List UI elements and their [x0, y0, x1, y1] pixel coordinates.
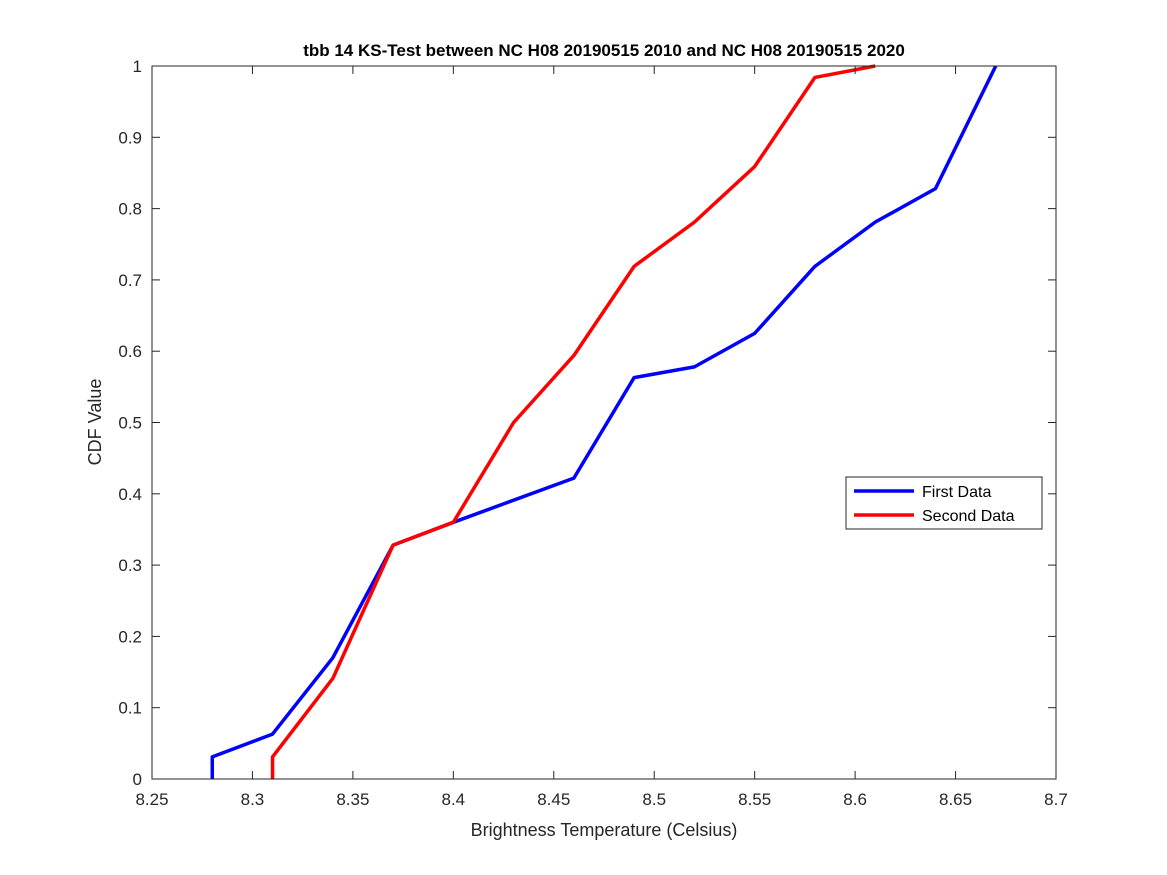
y-tick-label: 0.1	[118, 699, 142, 718]
y-axis-label: CDF Value	[85, 379, 105, 466]
x-tick-label: 8.5	[642, 790, 666, 809]
series-line-first-data	[210, 65, 998, 779]
x-tick-label: 8.7	[1044, 790, 1068, 809]
series-layer	[210, 64, 998, 779]
x-tick-label: 8.55	[738, 790, 771, 809]
legend-box	[845, 476, 1043, 530]
legend: First Data Second Data	[845, 476, 1043, 530]
y-tick-label: 0.8	[118, 200, 142, 219]
x-axis-label: Brightness Temperature (Celsius)	[471, 820, 738, 840]
y-tick-label: 0.6	[118, 342, 142, 361]
x-tick-label: 8.6	[843, 790, 867, 809]
x-tick-label: 8.65	[939, 790, 972, 809]
ticks-layer: 8.25 8.3 8.35 8.4 8.45 8.5 8.55 8.6 8.65 8.7 0 0.1 0…	[118, 57, 1067, 809]
y-tick-label: 0.9	[118, 128, 142, 147]
x-tick-label: 8.45	[537, 790, 570, 809]
y-tick-label: 0.3	[118, 556, 142, 575]
chart-title: tbb 14 KS-Test between NC H08 20190515 2…	[303, 41, 905, 60]
plot-area	[152, 66, 1056, 779]
y-tick-label: 1	[133, 57, 142, 76]
y-tick-label: 0.4	[118, 485, 142, 504]
y-tick-label: 0.2	[118, 627, 142, 646]
x-tick-label: 8.35	[336, 790, 369, 809]
legend-label-first-data: First Data	[922, 484, 991, 501]
series-line-second-data	[270, 64, 876, 779]
axes-background	[152, 66, 1056, 779]
y-tick-label: 0.5	[118, 414, 142, 433]
y-tick-label: 0.7	[118, 271, 142, 290]
y-tick-label: 0	[133, 770, 142, 789]
x-tick-label: 8.4	[442, 790, 466, 809]
x-tick-label: 8.3	[241, 790, 265, 809]
x-tick-label: 8.25	[135, 790, 168, 809]
legend-label-second-data: Second Data	[922, 508, 1015, 525]
